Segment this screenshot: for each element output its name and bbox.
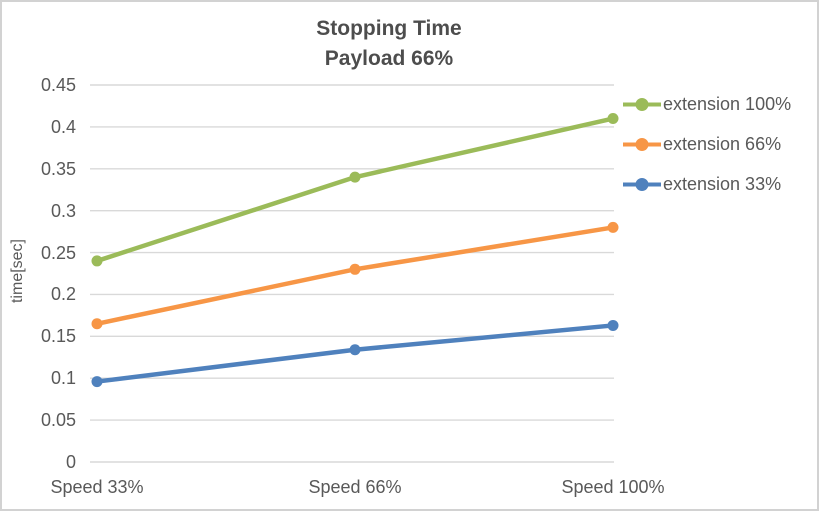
y-tick-label: 0.1 (50, 368, 76, 389)
legend-label: extension 100% (663, 93, 792, 114)
legend-marker-icon (623, 177, 661, 191)
data-point-extension-100- (91, 255, 103, 267)
legend-label: extension 66% (663, 133, 782, 154)
legend-item: extension 66% (622, 132, 781, 156)
y-tick-label: 0.05 (40, 410, 76, 431)
y-tick-label: 0.35 (40, 158, 76, 179)
y-tick-label: 0 (65, 452, 76, 472)
data-point-extension-100- (607, 113, 619, 125)
x-category-label: Speed 33% (50, 477, 144, 497)
legend-marker-icon (623, 137, 661, 151)
y-tick-label: 0.2 (50, 284, 76, 305)
legend-item: extension 100% (622, 92, 791, 116)
chart-title-block: Stopping Time Payload 66% (2, 14, 776, 74)
legend-label: extension 33% (663, 173, 782, 194)
x-category-label: Speed 66% (308, 477, 402, 497)
y-tick-label: 0.3 (50, 200, 76, 221)
legend-item: extension 33% (622, 172, 781, 196)
legend-marker-icon (623, 97, 661, 111)
data-point-extension-66- (91, 318, 103, 330)
y-tick-label: 0.45 (40, 75, 76, 95)
series-line-extension-66- (94, 225, 616, 327)
data-point-extension-66- (349, 263, 361, 275)
chart-subtitle: Payload 66% (324, 47, 454, 70)
data-point-extension-66- (607, 221, 619, 233)
data-point-extension-33- (91, 376, 103, 388)
y-tick-label: 0.15 (40, 326, 76, 347)
data-point-extension-33- (349, 344, 361, 356)
y-tick-label: 0.4 (50, 116, 76, 137)
y-tick-label: 0.25 (40, 242, 76, 263)
x-category-label: Speed 100% (561, 477, 665, 497)
data-point-extension-33- (607, 319, 619, 331)
data-point-extension-100- (349, 171, 361, 183)
chart-title: Stopping Time (316, 17, 462, 40)
